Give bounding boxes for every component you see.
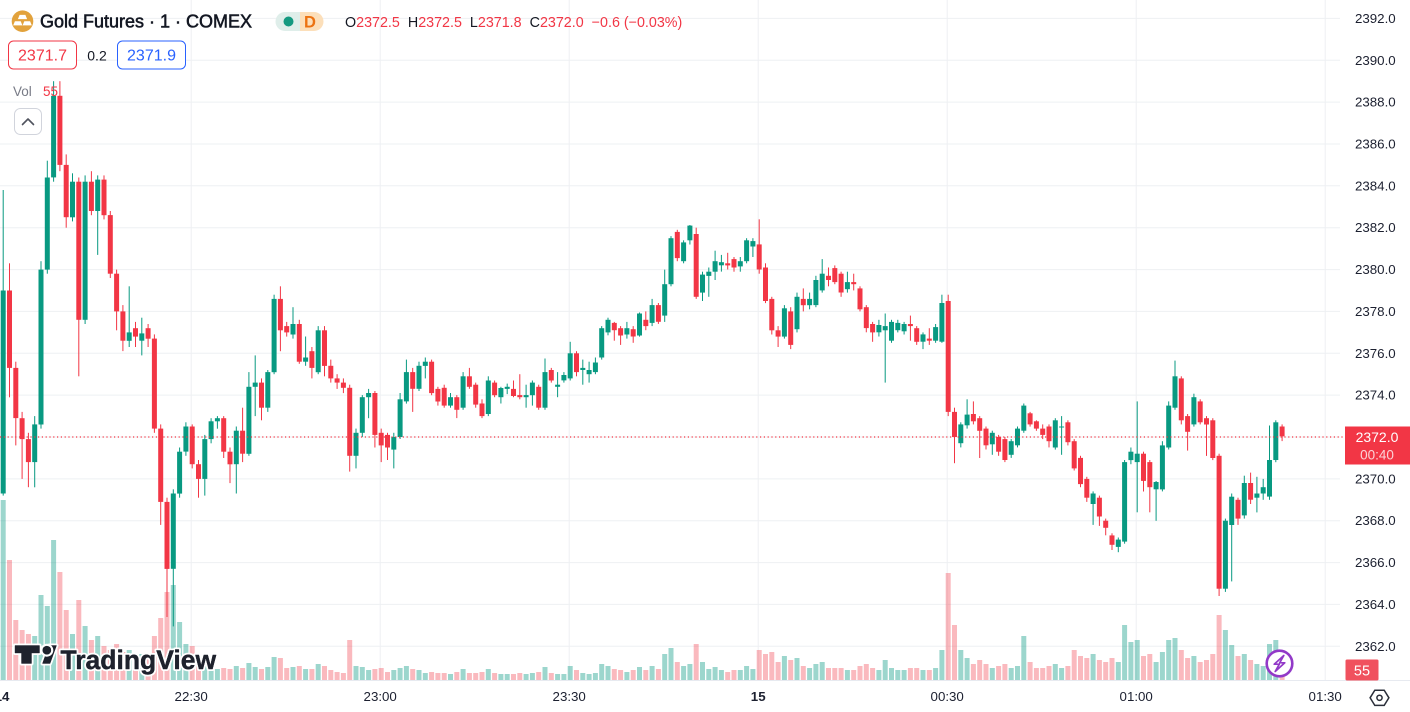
svg-text:2384.0: 2384.0 [1355, 178, 1396, 193]
svg-text:55: 55 [43, 84, 58, 99]
svg-text:2372.0: 2372.0 [1356, 429, 1399, 445]
svg-text:15: 15 [751, 689, 766, 704]
svg-text:2368.0: 2368.0 [1355, 513, 1396, 528]
svg-text:55: 55 [1354, 664, 1370, 680]
svg-text:0.2: 0.2 [87, 48, 107, 64]
svg-text:Vol: Vol [13, 84, 32, 99]
svg-text:2376.0: 2376.0 [1355, 346, 1396, 361]
svg-text:23:00: 23:00 [364, 689, 397, 704]
svg-text:D: D [304, 14, 316, 32]
svg-text:00:40: 00:40 [1360, 448, 1394, 463]
svg-text:Gold Futures · 1 · COMEX: Gold Futures · 1 · COMEX [40, 12, 252, 32]
svg-text:01:00: 01:00 [1120, 689, 1153, 704]
svg-text:2371.9: 2371.9 [127, 48, 176, 65]
svg-text:2366.0: 2366.0 [1355, 555, 1396, 570]
svg-text:2386.0: 2386.0 [1355, 137, 1396, 152]
svg-text:00:30: 00:30 [931, 689, 964, 704]
svg-text:2380.0: 2380.0 [1355, 262, 1396, 277]
svg-text:TradingView: TradingView [61, 645, 217, 675]
svg-text:23:30: 23:30 [553, 689, 586, 704]
svg-text:2370.0: 2370.0 [1355, 471, 1396, 486]
svg-text:2392.0: 2392.0 [1355, 11, 1396, 26]
svg-text:2362.0: 2362.0 [1355, 639, 1396, 654]
svg-text:TradingView: TradingView [61, 645, 217, 675]
svg-text:2390.0: 2390.0 [1355, 53, 1396, 68]
svg-text:2371.7: 2371.7 [18, 48, 67, 65]
svg-text:2374.0: 2374.0 [1355, 388, 1396, 403]
svg-text:2388.0: 2388.0 [1355, 95, 1396, 110]
svg-text:01:30: 01:30 [1309, 689, 1342, 704]
svg-text:14: 14 [0, 689, 10, 704]
svg-text:2378.0: 2378.0 [1355, 304, 1396, 319]
svg-text:2364.0: 2364.0 [1355, 597, 1396, 612]
svg-text:2382.0: 2382.0 [1355, 220, 1396, 235]
svg-text:22:30: 22:30 [175, 689, 208, 704]
